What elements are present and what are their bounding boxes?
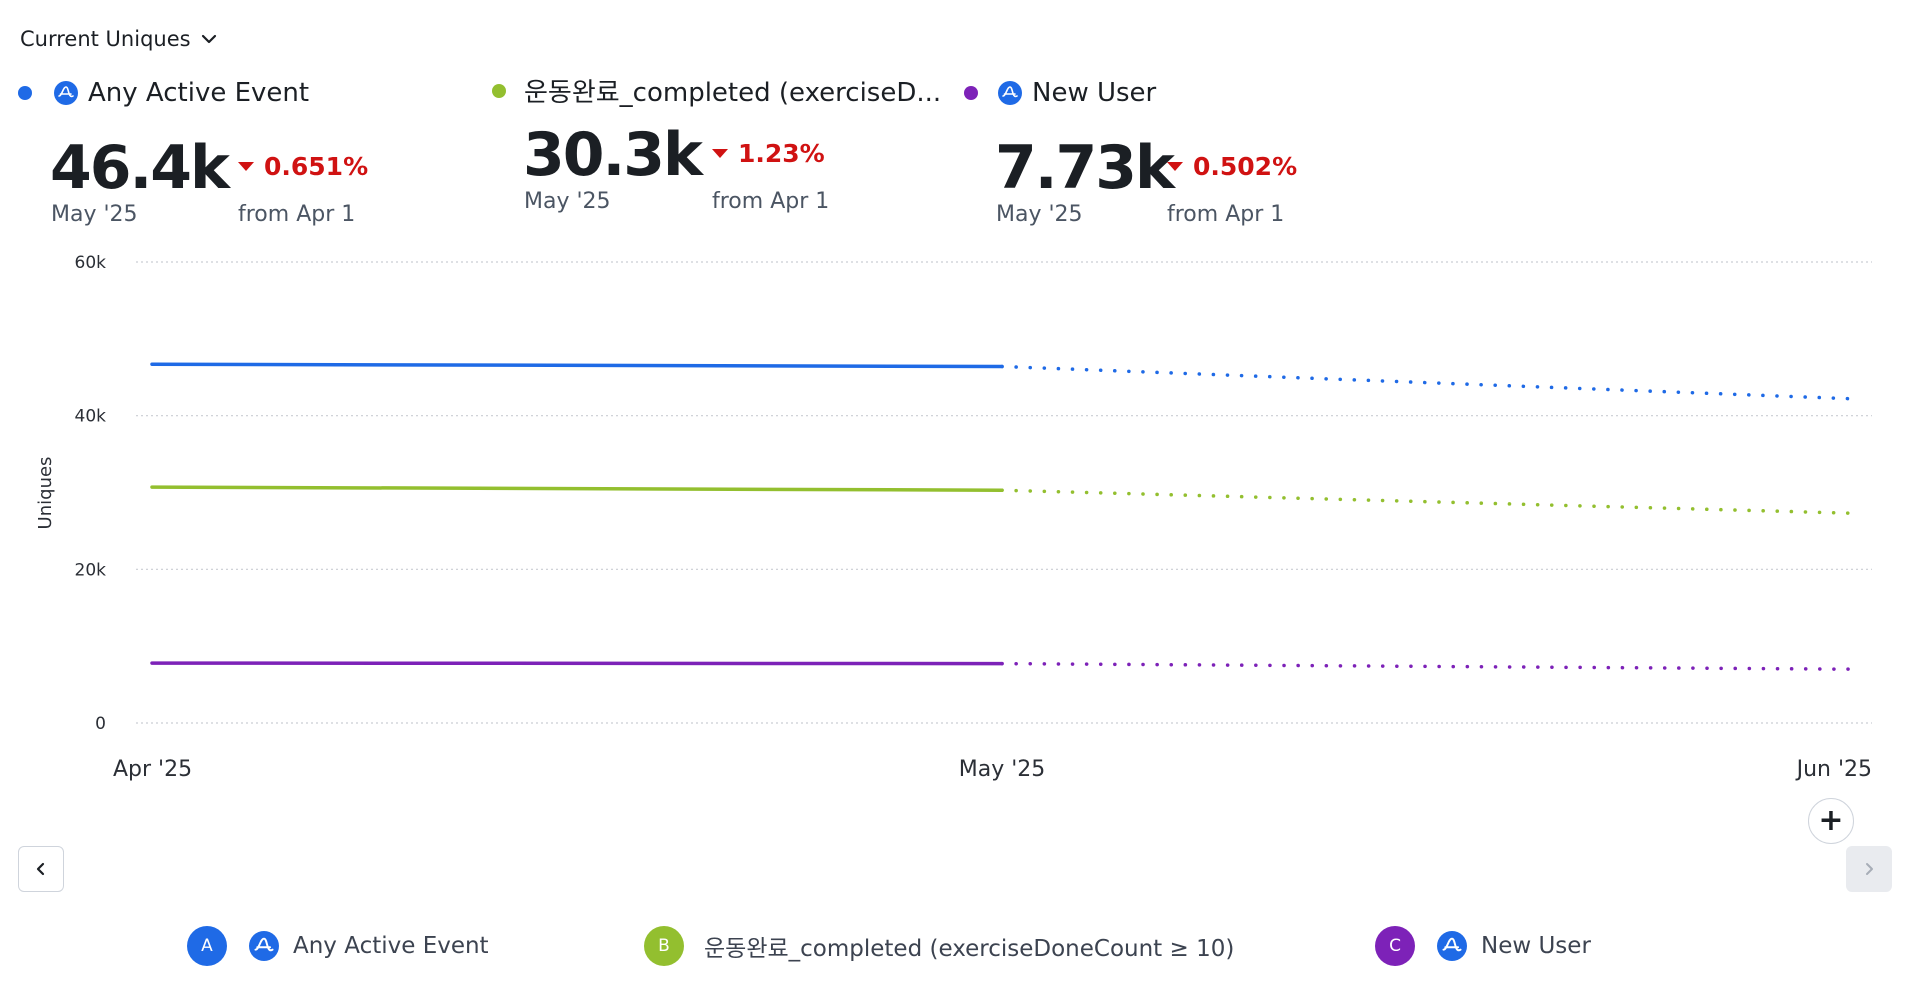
kpi-header: Any Active Event	[18, 78, 309, 108]
kpi-comparison: from Apr 1	[238, 202, 356, 227]
kpi-comparison: from Apr 1	[1167, 202, 1285, 227]
kpi-label: Any Active Event	[88, 78, 310, 108]
x-tick-label: Jun '25	[1795, 757, 1872, 782]
series-line-projected	[1000, 364, 1854, 401]
series-line-projected	[1000, 661, 1854, 671]
kpi-label: New User	[1032, 78, 1157, 108]
kpi-change-value: 1.23%	[738, 139, 825, 168]
y-tick-label: 20k	[75, 560, 107, 580]
metric-selector-label: Current Uniques	[20, 27, 191, 51]
kpi-change: 0.651%	[238, 152, 368, 181]
series-line-projected	[1000, 488, 1854, 515]
plus-icon: +	[1818, 803, 1844, 838]
kpi-value: 30.3k	[523, 120, 703, 190]
y-tick-label: 40k	[75, 407, 107, 427]
series-line-actual	[150, 661, 1004, 666]
series-dot	[964, 86, 978, 100]
metric-selector[interactable]: Current Uniques	[20, 24, 219, 54]
kpi-change: 1.23%	[712, 139, 825, 168]
chevron-right-icon	[1866, 863, 1873, 875]
kpi-change: 0.502%	[1167, 152, 1297, 181]
legend-item-b[interactable]: B 운동완료_completed (exerciseDoneCount ≥ 10…	[644, 926, 1234, 966]
kpi-value: 7.73k	[995, 133, 1175, 203]
x-tick-label: May '25	[959, 757, 1046, 782]
add-annotation-button[interactable]: +	[1808, 798, 1854, 844]
scroll-right-button[interactable]	[1846, 846, 1892, 892]
kpi-card-b: 운동완료_completed (exerciseD...	[492, 72, 941, 109]
kpi-header: New User	[964, 78, 1156, 108]
amplitude-icon	[998, 81, 1022, 105]
grid-lines	[136, 261, 1872, 724]
kpi-header: 운동완료_completed (exerciseD...	[492, 72, 941, 109]
series-line-actual	[150, 362, 1004, 369]
kpi-change-value: 0.651%	[264, 152, 369, 181]
down-triangle-icon	[238, 162, 254, 171]
x-tick-label: Apr '25	[113, 757, 192, 782]
x-axis-ticks: Apr '25 May '25 Jun '25	[113, 757, 1872, 782]
kpi-card-c: New User	[964, 78, 1156, 108]
y-tick-label: 60k	[75, 253, 107, 273]
kpi-period: May '25	[524, 189, 611, 214]
kpi-change-value: 0.502%	[1193, 152, 1298, 181]
legend-label: 운동완료_completed (exerciseDoneCount ≥ 10)	[704, 936, 1235, 962]
kpi-comparison: from Apr 1	[712, 189, 830, 214]
y-axis-label: Uniques	[35, 457, 56, 530]
down-triangle-icon	[712, 149, 728, 158]
series-dot	[18, 86, 32, 100]
kpi-card-a: Any Active Event	[18, 78, 309, 108]
scroll-left-button[interactable]	[18, 846, 64, 892]
kpi-value: 46.4k	[50, 133, 230, 203]
amplitude-icon	[1437, 931, 1467, 961]
series-dot	[492, 83, 506, 98]
kpi-period: May '25	[996, 202, 1083, 227]
amplitude-icon	[54, 81, 78, 105]
legend-item-a[interactable]: A Any Active Event	[187, 926, 489, 966]
amplitude-icon	[249, 931, 279, 961]
kpi-period: May '25	[51, 202, 138, 227]
legend-badge: B	[644, 926, 684, 966]
y-tick-label: 0	[95, 714, 106, 734]
kpi-label: 운동완료_completed (exerciseD...	[524, 78, 942, 108]
down-triangle-icon	[1167, 162, 1183, 171]
chevron-down-icon	[201, 34, 216, 44]
legend-label: New User	[1481, 933, 1591, 959]
line-chart: 0 20k 40k 60k Apr '25 May '25 Jun '25 Uniques	[35, 253, 1872, 782]
legend-item-c[interactable]: C New User	[1375, 926, 1591, 966]
series-line-actual	[150, 485, 1004, 492]
legend-label: Any Active Event	[293, 933, 489, 959]
y-axis-ticks: 0 20k 40k 60k	[75, 253, 107, 734]
legend-badge: C	[1375, 926, 1415, 966]
chevron-left-icon	[36, 862, 45, 876]
series-lines	[150, 362, 1854, 671]
legend-badge: A	[187, 926, 227, 966]
